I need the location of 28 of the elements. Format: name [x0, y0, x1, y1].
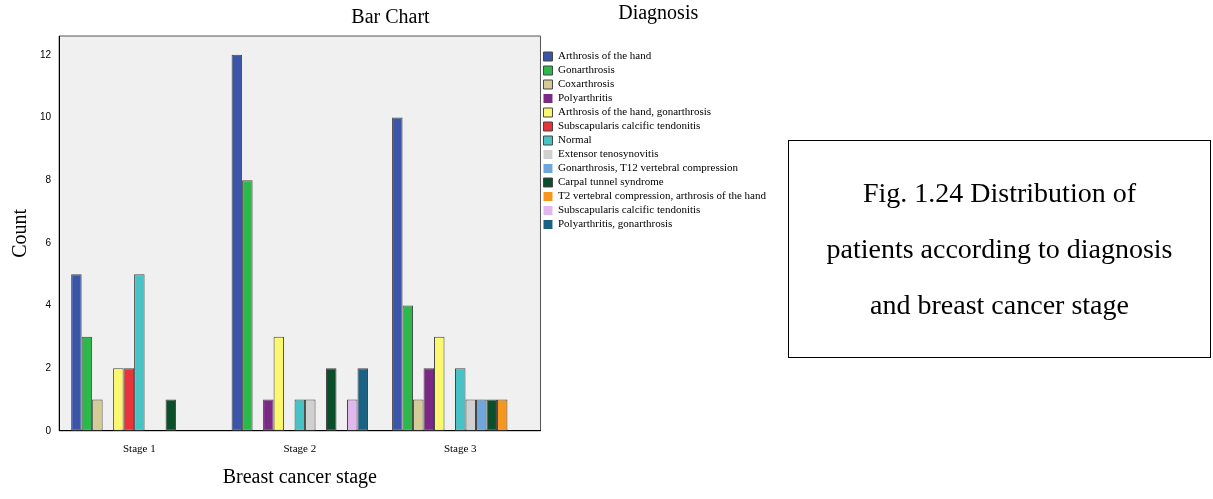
legend-title: Diagnosis	[618, 1, 699, 25]
x-tick-label: Stage 3	[443, 442, 478, 455]
y-tick-label: 6	[45, 236, 52, 248]
legend-label: Gonarthrosis, T12 vertebral compression	[557, 161, 739, 174]
legend-label: Coxarthrosis	[557, 77, 615, 90]
legend-label: T2 vertebral compression, arthrosis of the hand	[557, 189, 767, 202]
legend-label: Arthrosis of the hand, gonarthrosis	[557, 105, 712, 118]
caption: Fig. 1.24 Distribution of patients according to diagnosis and breast cancer stage	[788, 140, 1211, 358]
x-tick-label: Stage 2	[283, 442, 317, 455]
y-tick-label: 12	[40, 48, 52, 60]
legend-label: Arthrosis of the hand	[557, 49, 652, 62]
x-tick-label: Stage 1	[123, 442, 156, 455]
y-tick-label: 10	[40, 111, 52, 123]
y-axis-title: Count	[8, 208, 31, 258]
x-axis-title: Breast cancer stage	[222, 465, 378, 489]
legend-label: Gonarthrosis	[557, 63, 615, 76]
legend-label: Subscapularis calcific tendonitis	[557, 203, 701, 216]
legend-label: Extensor tenosynovitis	[557, 147, 659, 160]
legend-label: Carpal tunnel syndrome	[557, 175, 664, 188]
y-tick-label: 2	[45, 361, 52, 373]
y-tick-label: 8	[45, 173, 52, 185]
legend-label: Normal	[557, 133, 592, 146]
legend-label: Subscapularis calcific tendonitis	[557, 119, 701, 132]
legend-label: Polyarthritis, gonarthrosis	[557, 217, 673, 230]
y-tick-label: 0	[45, 424, 52, 436]
y-tick-label: 4	[45, 299, 52, 311]
chart-title: Bar Chart	[351, 5, 431, 28]
legend-label: Polyarthritis	[557, 91, 613, 104]
